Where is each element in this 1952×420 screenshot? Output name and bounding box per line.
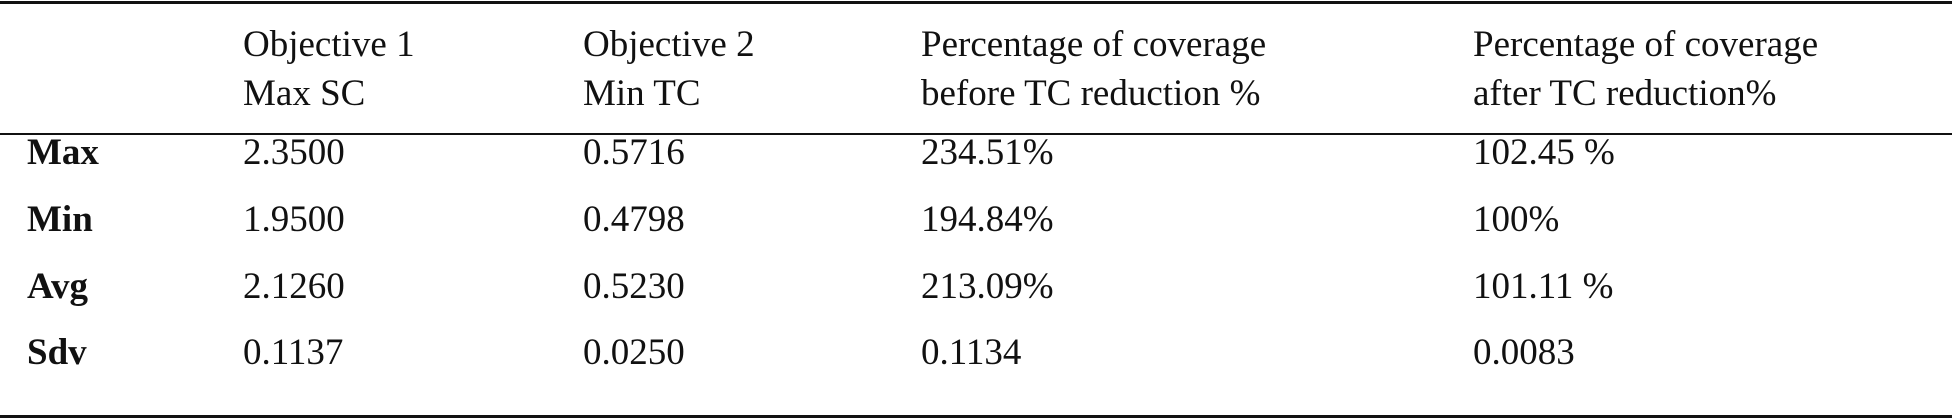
cell-value: 213.09% <box>921 266 1054 307</box>
cell-value: 0.0083 <box>1473 332 1575 373</box>
cell-value: 2.3500 <box>243 132 345 173</box>
cell-value: 0.0250 <box>583 332 685 373</box>
header-text: after TC reduction% <box>1473 73 1777 114</box>
cell-value: 102.45 % <box>1473 132 1615 173</box>
header-rule <box>0 133 1952 135</box>
cell-value: 234.51% <box>921 132 1054 173</box>
row-label: Max <box>27 132 99 173</box>
cell-value: 194.84% <box>921 199 1054 240</box>
cell-value: 101.11 % <box>1473 266 1614 307</box>
row-label: Avg <box>27 266 88 307</box>
cell-value: 2.1260 <box>243 266 345 307</box>
header-text: Max SC <box>243 73 366 114</box>
row-label: Sdv <box>27 332 87 373</box>
header-text: Percentage of coverage <box>921 24 1267 65</box>
header-text: Min TC <box>583 73 701 114</box>
cell-value: 0.5230 <box>583 266 685 307</box>
header-text: Objective 2 <box>583 24 755 65</box>
header-text: Percentage of coverage <box>1473 24 1819 65</box>
cell-value: 0.5716 <box>583 132 685 173</box>
header-text: Objective 1 <box>243 24 415 65</box>
cell-value: 0.4798 <box>583 199 685 240</box>
cell-value: 100% <box>1473 199 1560 240</box>
row-label: Min <box>27 199 93 240</box>
top-rule <box>0 1 1952 4</box>
cell-value: 0.1134 <box>921 332 1022 373</box>
cell-value: 1.9500 <box>243 199 345 240</box>
cell-value: 0.1137 <box>243 332 344 373</box>
header-text: before TC reduction % <box>921 73 1261 114</box>
bottom-rule <box>0 415 1952 418</box>
